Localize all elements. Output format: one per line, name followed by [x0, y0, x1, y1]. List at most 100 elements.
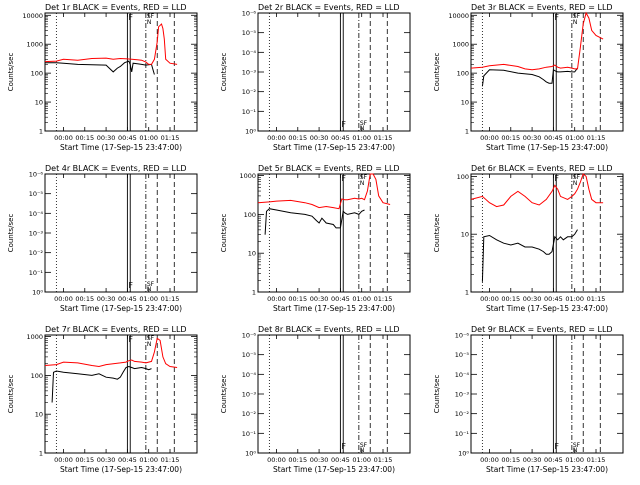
x-tick-label: 00:45	[118, 456, 137, 464]
y-tick-label: 1000	[452, 41, 469, 49]
panel-2: Det 2r BLACK = Events, RED = LLD Counts/s…	[220, 3, 411, 152]
panel-8: Det 8r BLACK = Events, RED = LLD Counts/s…	[220, 325, 411, 474]
marker-sf: SF	[360, 442, 368, 449]
marker-sf: SF	[147, 335, 155, 342]
y-tick-label: 10000	[22, 12, 43, 20]
panel-6: Det 6r BLACK = Events, RED = LLD Counts/s…	[433, 164, 624, 313]
marker-sf: SF	[573, 13, 581, 20]
series-line-2	[44, 23, 178, 65]
y-axis-label: Counts/sec	[433, 375, 441, 414]
y-tick-label: 100	[31, 70, 43, 78]
x-tick-label: 01:15	[374, 295, 393, 303]
x-tick-label: 00:00	[54, 295, 73, 303]
plot-frame	[44, 12, 198, 132]
panel-title: Det 9r BLACK = Events, RED = LLD	[471, 325, 613, 334]
x-tick-label: 00:00	[267, 295, 286, 303]
x-tick-label: 00:45	[331, 134, 350, 142]
x-tick-label: 00:30	[523, 134, 542, 142]
y-axis-label: Counts/sec	[220, 375, 228, 414]
x-tick-label: 00:00	[54, 456, 73, 464]
panel-title: Det 6r BLACK = Events, RED = LLD	[471, 164, 613, 173]
y-tick-label: 10⁻⁶	[242, 332, 257, 340]
marker-sf: SF	[573, 174, 581, 181]
y-tick-label: 100	[457, 70, 469, 78]
x-tick-label: 01:00	[139, 456, 158, 464]
y-tick-label: 1000	[26, 41, 43, 49]
series-line-1	[264, 208, 365, 235]
x-tick-label: 01:00	[139, 295, 158, 303]
x-tick-label: 01:00	[352, 134, 371, 142]
x-tick-label: 00:15	[75, 134, 94, 142]
x-tick-label: 00:00	[267, 134, 286, 142]
y-tick-label: 1	[465, 128, 469, 136]
panel-3: Det 3r BLACK = Events, RED = LLD Counts/s…	[433, 3, 624, 152]
y-tick-label: 1	[39, 128, 43, 136]
x-tick-label: 00:45	[544, 456, 563, 464]
marker-sf: SF	[147, 281, 155, 288]
x-tick-label: 00:00	[267, 456, 286, 464]
marker-n: N	[147, 286, 152, 293]
y-tick-label: 100	[244, 211, 256, 219]
y-tick-label: 1	[39, 450, 43, 458]
x-tick-label: 00:45	[118, 295, 137, 303]
plot-frame	[470, 12, 624, 132]
series-line-1	[45, 60, 155, 75]
x-axis-label: Start Time (17-Sep-15 23:47:00)	[60, 304, 182, 313]
y-tick-label: 10⁻¹	[29, 269, 44, 277]
x-tick-label: 00:00	[480, 295, 499, 303]
marker-f: F	[341, 120, 346, 129]
marker-n: N	[147, 341, 152, 348]
y-tick-label: 1	[465, 289, 469, 297]
y-tick-label: 10⁻³	[29, 230, 44, 238]
marker-f: F	[128, 335, 133, 344]
series-line-2	[44, 337, 178, 368]
x-tick-label: 00:45	[544, 134, 563, 142]
x-tick-label: 00:30	[523, 295, 542, 303]
y-tick-label: 1000	[239, 172, 256, 180]
y-tick-label: 1	[252, 289, 256, 297]
y-tick-label: 10⁻⁵	[29, 190, 44, 198]
marker-f: F	[341, 174, 346, 183]
y-axis-label: Counts/sec	[7, 375, 15, 414]
marker-n: N	[573, 19, 578, 26]
marker-f: F	[341, 442, 346, 451]
x-tick-label: 00:30	[97, 456, 116, 464]
y-tick-label: 1000	[26, 333, 43, 341]
marker-n: N	[360, 180, 365, 187]
y-axis-label: Counts/sec	[220, 53, 228, 92]
x-tick-label: 00:30	[310, 456, 329, 464]
marker-n: N	[573, 180, 578, 187]
x-tick-label: 00:30	[523, 456, 542, 464]
y-tick-label: 10⁻²	[242, 88, 257, 96]
marker-n: N	[147, 19, 152, 26]
x-tick-label: 00:15	[75, 456, 94, 464]
y-tick-label: 10⁻¹	[455, 430, 470, 438]
x-axis-label: Start Time (17-Sep-15 23:47:00)	[273, 143, 395, 152]
series-line-1	[481, 229, 578, 282]
panel-9: Det 9r BLACK = Events, RED = LLD Counts/s…	[433, 325, 624, 474]
series-line-1	[51, 365, 152, 403]
x-tick-label: 00:00	[54, 134, 73, 142]
x-tick-label: 01:00	[565, 456, 584, 464]
y-tick-label: 10	[461, 231, 469, 239]
x-tick-label: 01:15	[161, 134, 180, 142]
panel-title: Det 5r BLACK = Events, RED = LLD	[258, 164, 400, 173]
plot-frame	[470, 173, 624, 293]
x-tick-label: 00:15	[75, 295, 94, 303]
x-axis-label: Start Time (17-Sep-15 23:47:00)	[273, 465, 395, 474]
panel-1: Det 1r BLACK = Events, RED = LLD Counts/s…	[7, 3, 198, 152]
y-axis-label: Counts/sec	[220, 214, 228, 253]
y-axis-label: Counts/sec	[433, 214, 441, 253]
y-tick-label: 10⁻⁴	[242, 49, 257, 57]
x-axis-label: Start Time (17-Sep-15 23:47:00)	[486, 465, 608, 474]
y-tick-label: 100	[457, 173, 469, 181]
y-tick-label: 10⁻⁶	[242, 10, 257, 18]
series-line-2	[470, 173, 604, 208]
x-axis-label: Start Time (17-Sep-15 23:47:00)	[60, 143, 182, 152]
x-tick-label: 01:15	[374, 134, 393, 142]
y-tick-label: 10⁻⁵	[242, 29, 257, 37]
x-tick-label: 00:30	[97, 134, 116, 142]
y-tick-label: 100	[31, 372, 43, 380]
x-tick-label: 01:15	[587, 295, 606, 303]
